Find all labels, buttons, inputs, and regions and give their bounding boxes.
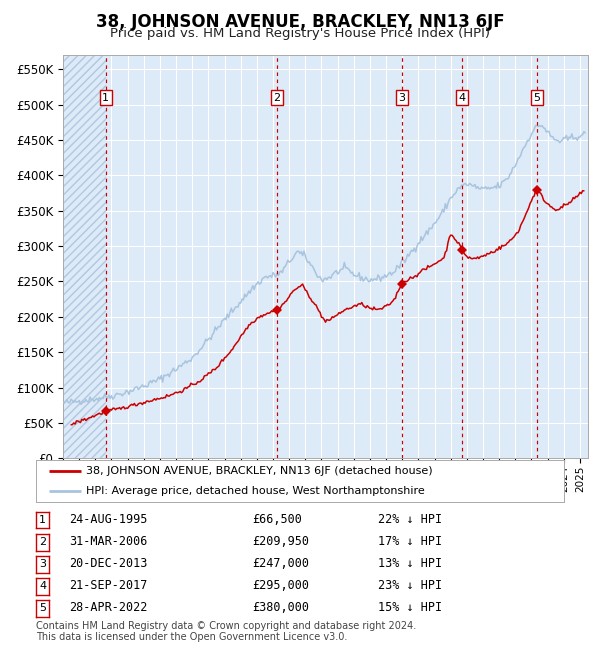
Text: 20-DEC-2013: 20-DEC-2013 (69, 557, 148, 570)
Text: Contains HM Land Registry data © Crown copyright and database right 2024.
This d: Contains HM Land Registry data © Crown c… (36, 621, 416, 642)
Text: 3: 3 (398, 93, 405, 103)
Text: 31-MAR-2006: 31-MAR-2006 (69, 535, 148, 548)
Text: 3: 3 (39, 559, 46, 569)
Text: 23% ↓ HPI: 23% ↓ HPI (378, 579, 442, 592)
Text: £66,500: £66,500 (252, 513, 302, 526)
Text: 22% ↓ HPI: 22% ↓ HPI (378, 513, 442, 526)
Text: 1: 1 (39, 515, 46, 525)
Text: 2: 2 (274, 93, 281, 103)
Text: 38, JOHNSON AVENUE, BRACKLEY, NN13 6JF (detached house): 38, JOHNSON AVENUE, BRACKLEY, NN13 6JF (… (86, 466, 433, 476)
Text: £209,950: £209,950 (252, 535, 309, 548)
Text: 13% ↓ HPI: 13% ↓ HPI (378, 557, 442, 570)
Text: £295,000: £295,000 (252, 579, 309, 592)
Text: 5: 5 (39, 603, 46, 614)
Text: 4: 4 (39, 581, 46, 592)
Text: 5: 5 (533, 93, 540, 103)
Text: 21-SEP-2017: 21-SEP-2017 (69, 579, 148, 592)
Text: 28-APR-2022: 28-APR-2022 (69, 601, 148, 614)
Text: 24-AUG-1995: 24-AUG-1995 (69, 513, 148, 526)
Text: HPI: Average price, detached house, West Northamptonshire: HPI: Average price, detached house, West… (86, 486, 425, 496)
Text: 15% ↓ HPI: 15% ↓ HPI (378, 601, 442, 614)
Text: Price paid vs. HM Land Registry's House Price Index (HPI): Price paid vs. HM Land Registry's House … (110, 27, 490, 40)
Text: 1: 1 (102, 93, 109, 103)
Text: 17% ↓ HPI: 17% ↓ HPI (378, 535, 442, 548)
Text: 4: 4 (459, 93, 466, 103)
Text: 38, JOHNSON AVENUE, BRACKLEY, NN13 6JF: 38, JOHNSON AVENUE, BRACKLEY, NN13 6JF (95, 13, 505, 31)
Text: £380,000: £380,000 (252, 601, 309, 614)
Text: 2: 2 (39, 537, 46, 547)
Text: £247,000: £247,000 (252, 557, 309, 570)
